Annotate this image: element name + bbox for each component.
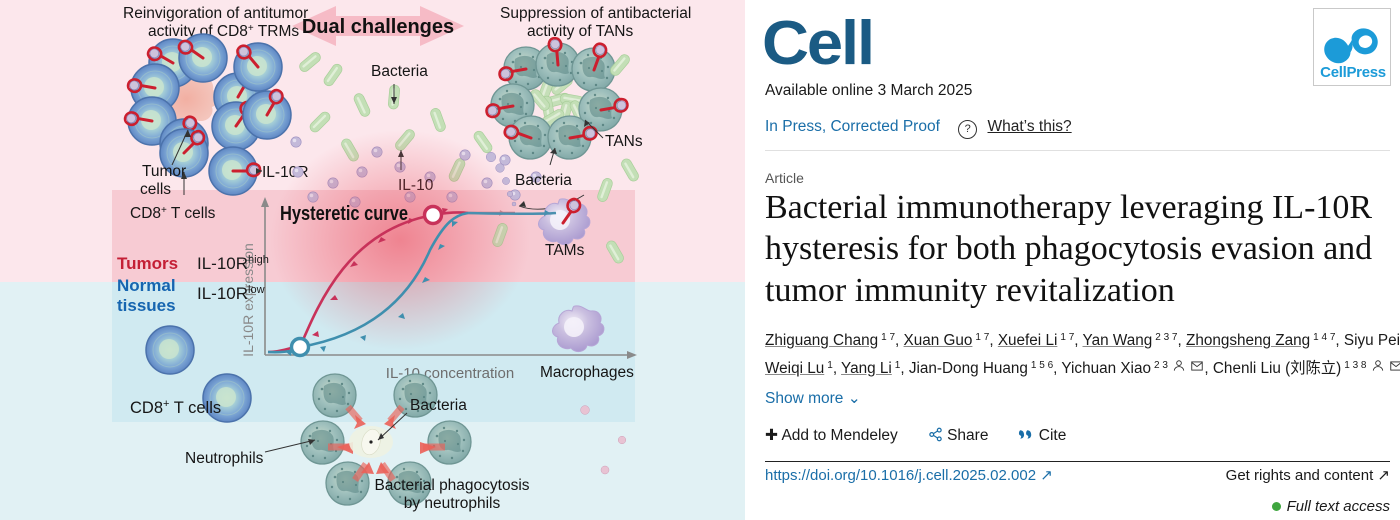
svg-text:Bacteria: Bacteria — [410, 397, 467, 414]
svg-text:Neutrophils: Neutrophils — [185, 450, 264, 467]
svg-text:cells: cells — [140, 181, 171, 198]
svg-text:Suppression of antibacterial: Suppression of antibacterial — [500, 5, 691, 22]
svg-text:Tumor: Tumor — [142, 163, 186, 180]
svg-text:activity of TANs: activity of TANs — [527, 23, 633, 40]
svg-text:TAMs: TAMs — [545, 242, 585, 259]
svg-text:Dual challenges: Dual challenges — [302, 16, 454, 38]
svg-text:activity of CD8+ TRMs: activity of CD8+ TRMs — [148, 23, 299, 41]
svg-text:Reinvigoration of antitumor: Reinvigoration of antitumor — [123, 5, 308, 22]
svg-text:by neutrophils: by neutrophils — [404, 495, 501, 512]
svg-text:Bacteria: Bacteria — [371, 63, 428, 80]
svg-text:Normal: Normal — [117, 276, 176, 295]
svg-text:Bacteria: Bacteria — [515, 172, 572, 189]
svg-text:Tumors: Tumors — [117, 254, 178, 273]
svg-text:CD8+ T cells: CD8+ T cells — [130, 398, 221, 417]
svg-text:Macrophages: Macrophages — [540, 364, 634, 381]
svg-text:TANs: TANs — [605, 133, 643, 150]
svg-text:CD8+ T cells: CD8+ T cells — [130, 205, 216, 223]
svg-text:tissues: tissues — [117, 296, 176, 315]
svg-text:Hysteretic curve: Hysteretic curve — [280, 203, 408, 225]
svg-text:Bacterial phagocytosis: Bacterial phagocytosis — [374, 477, 529, 494]
